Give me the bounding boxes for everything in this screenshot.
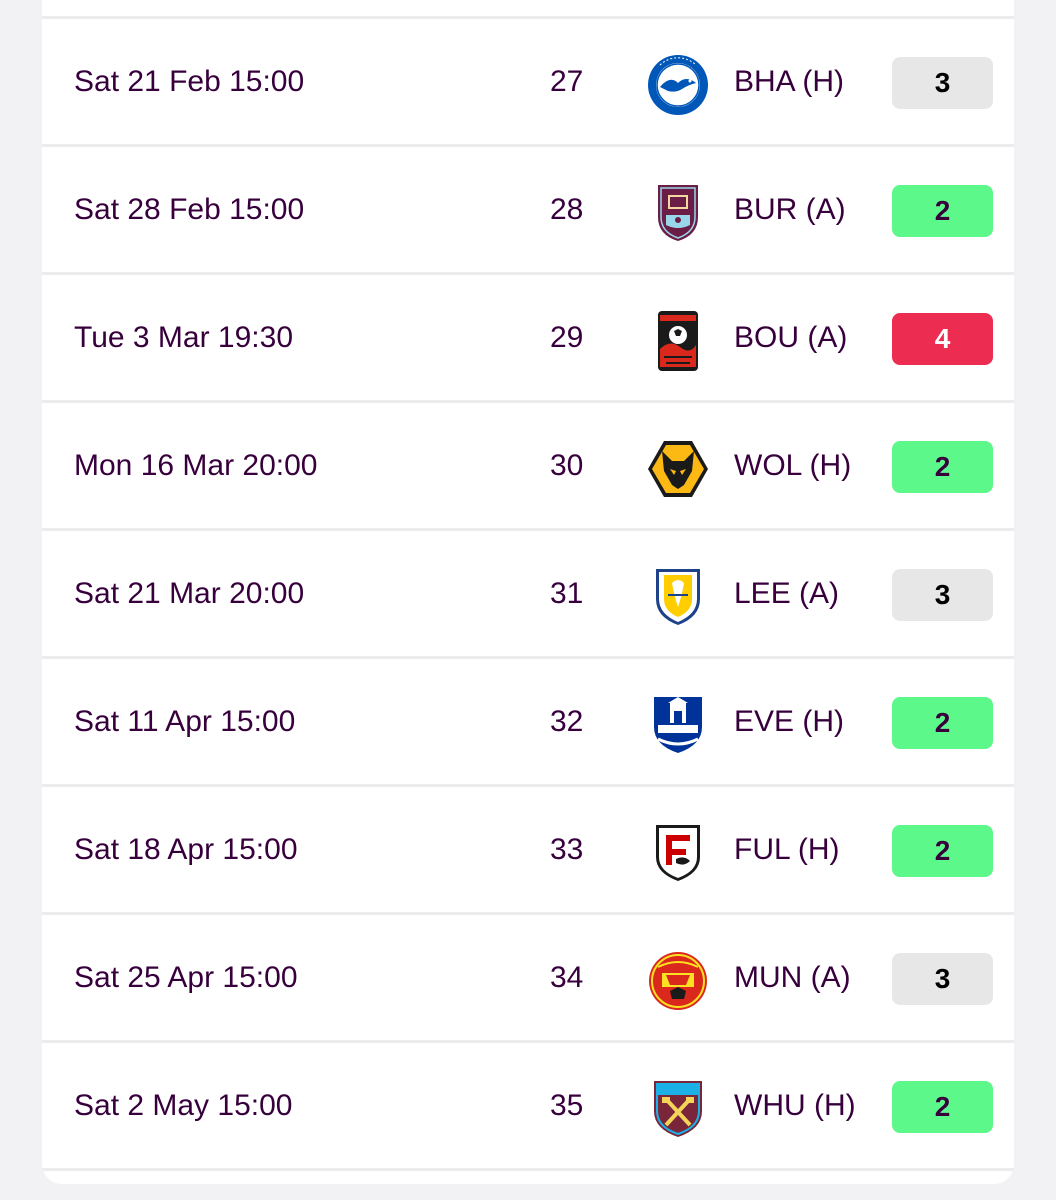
fixture-row[interactable]: Sat 21 Feb 15:00 27 BHA (H) 3 [42, 19, 1014, 147]
gameweek-number: 31 [550, 577, 584, 610]
fixture-row[interactable]: Sat 21 Mar 20:00 31 LEE (A) 3 [42, 531, 1014, 659]
fulham-crest-icon [646, 821, 710, 885]
opponent-label: WHU (H) [734, 1089, 856, 1122]
gameweek-number: 32 [550, 705, 584, 738]
everton-crest-icon [646, 693, 710, 757]
difficulty-badge: 3 [892, 569, 993, 621]
wolves-crest-icon [646, 437, 710, 501]
fixture-row[interactable]: Sat 25 Apr 15:00 34 MUN (A) 3 [42, 915, 1014, 1043]
fixture-row[interactable]: Sat 18 Apr 15:00 33 FUL (H) 2 [42, 787, 1014, 915]
fixture-date: Sat 25 Apr 15:00 [74, 961, 298, 994]
fixture-date: Sat 2 May 15:00 [74, 1089, 293, 1122]
divider [42, 16, 1014, 19]
difficulty-badge: 2 [892, 185, 993, 237]
gameweek-number: 33 [550, 833, 584, 866]
opponent-label: BOU (A) [734, 321, 848, 354]
gameweek-number: 29 [550, 321, 584, 354]
fixture-date: Sat 21 Mar 20:00 [74, 577, 305, 610]
gameweek-number: 28 [550, 193, 584, 226]
fixture-date: Sat 11 Apr 15:00 [74, 705, 296, 738]
fixtures-card: Sat 21 Feb 15:00 27 BHA (H) 3 Sat 28 Feb… [42, 0, 1014, 1184]
gameweek-number: 35 [550, 1089, 584, 1122]
difficulty-badge: 2 [892, 441, 993, 493]
fixture-row[interactable]: Tue 3 Mar 19:30 29 BOU (A) 4 [42, 275, 1014, 403]
fixture-date: Sat 21 Feb 15:00 [74, 65, 305, 98]
fixture-date: Tue 3 Mar 19:30 [74, 321, 294, 354]
fixture-row[interactable]: Sat 11 Apr 15:00 32 EVE (H) 2 [42, 659, 1014, 787]
opponent-label: FUL (H) [734, 833, 840, 866]
fixture-date: Mon 16 Mar 20:00 [74, 449, 318, 482]
bournemouth-crest-icon [646, 309, 710, 373]
difficulty-badge: 4 [892, 313, 993, 365]
brighton-crest-icon [646, 53, 710, 117]
gameweek-number: 30 [550, 449, 584, 482]
gameweek-number: 34 [550, 961, 584, 994]
fixture-row[interactable]: Mon 16 Mar 20:00 30 WOL (H) 2 [42, 403, 1014, 531]
burnley-crest-icon [646, 181, 710, 245]
difficulty-badge: 2 [892, 825, 993, 877]
opponent-label: BUR (A) [734, 193, 846, 226]
fixture-date: Sat 18 Apr 15:00 [74, 833, 298, 866]
man-utd-crest-icon [646, 949, 710, 1013]
opponent-label: WOL (H) [734, 449, 852, 482]
difficulty-badge: 2 [892, 1081, 993, 1133]
difficulty-badge: 3 [892, 953, 993, 1005]
opponent-label: MUN (A) [734, 961, 851, 994]
opponent-label: BHA (H) [734, 65, 845, 98]
difficulty-badge: 2 [892, 697, 993, 749]
opponent-label: EVE (H) [734, 705, 845, 738]
gameweek-number: 27 [550, 65, 584, 98]
fixture-date: Sat 28 Feb 15:00 [74, 193, 305, 226]
leeds-crest-icon [646, 565, 710, 629]
fixture-row[interactable]: Sat 28 Feb 15:00 28 BUR (A) 2 [42, 147, 1014, 275]
fixture-row[interactable]: Sat 2 May 15:00 35 WHU (H) 2 [42, 1043, 1014, 1171]
opponent-label: LEE (A) [734, 577, 840, 610]
west-ham-crest-icon [646, 1077, 710, 1141]
difficulty-badge: 3 [892, 57, 993, 109]
